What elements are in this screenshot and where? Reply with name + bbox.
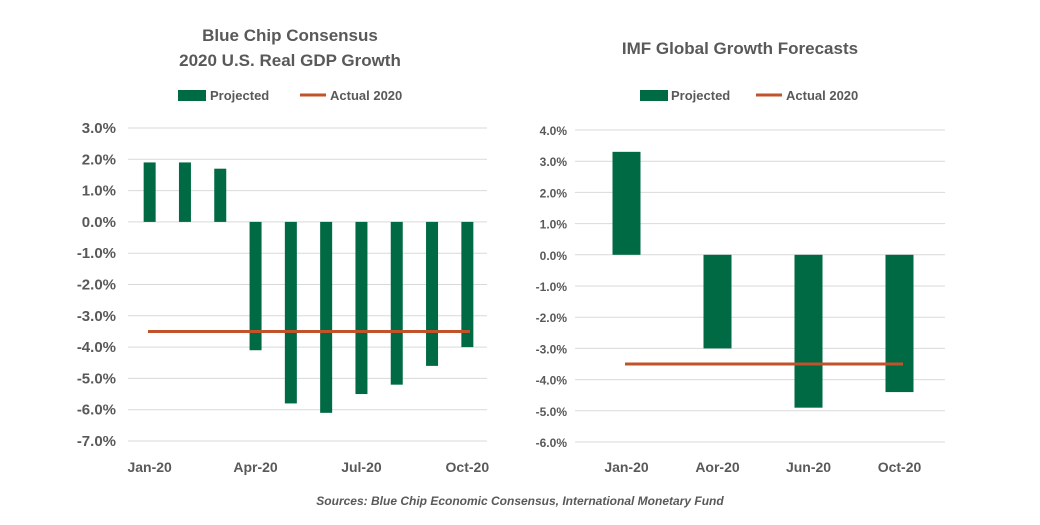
bar-projected (143, 162, 156, 222)
x-tick-label: Jul-20 (341, 459, 382, 475)
x-tick-label: Oct-20 (878, 459, 922, 475)
bar-projected (390, 221, 403, 385)
chart-left-bars (143, 162, 474, 413)
y-tick-label: 4.0% (540, 124, 568, 138)
bar-projected (703, 254, 732, 349)
source-note: Sources: Blue Chip Economic Consensus, I… (316, 494, 724, 508)
bar-projected (612, 151, 641, 255)
chart-right: IMF Global Growth Forecasts Projected Ac… (536, 39, 945, 475)
y-tick-label: -5.0% (77, 370, 116, 387)
y-tick-label: -4.0% (536, 374, 568, 388)
bar-projected (885, 254, 914, 393)
chart-right-title: IMF Global Growth Forecasts (622, 39, 858, 58)
y-tick-label: 1.0% (82, 183, 116, 200)
x-tick-label: Oct-20 (446, 459, 490, 475)
chart-right-legend: Projected Actual 2020 (640, 88, 858, 103)
bar-projected (461, 221, 474, 348)
bar-projected (794, 254, 823, 408)
y-tick-label: -5.0% (536, 405, 568, 419)
x-tick-label: Jan-20 (127, 459, 172, 475)
y-tick-label: -2.0% (77, 277, 116, 294)
y-tick-label: -2.0% (536, 311, 568, 325)
chart-left-subtitle: 2020 U.S. Real GDP Growth (179, 51, 401, 70)
chart-right-x-axis: Jan-20 Aor-20 Jun-20 Oct-20 (604, 459, 921, 475)
chart-left-x-axis: Jan-20 Apr-20 Jul-20 Oct-20 (127, 459, 489, 475)
y-tick-label: -1.0% (77, 245, 116, 262)
chart-right-bars (612, 151, 914, 408)
bar-projected (284, 221, 297, 404)
y-tick-label: 3.0% (82, 120, 116, 137)
legend-projected-label: Projected (210, 88, 269, 103)
bar-projected (426, 221, 439, 366)
bar-projected (214, 168, 227, 222)
bar-projected (249, 221, 262, 351)
x-tick-label: Apr-20 (233, 459, 278, 475)
y-tick-label: 2.0% (82, 151, 116, 168)
y-tick-label: -3.0% (536, 342, 568, 356)
x-tick-label: Aor-20 (695, 459, 740, 475)
chart-right-y-axis: 4.0% 3.0% 2.0% 1.0% 0.0% -1.0% -2.0% -3.0% -4.0%… (536, 124, 568, 450)
bar-projected (355, 221, 368, 395)
bar-projected (320, 221, 333, 413)
y-tick-label: 0.0% (540, 249, 568, 263)
legend-actual-label: Actual 2020 (786, 88, 858, 103)
x-tick-label: Jun-20 (786, 459, 831, 475)
y-tick-label: -4.0% (77, 339, 116, 356)
legend-projected-swatch (178, 90, 206, 101)
y-tick-label: -7.0% (77, 433, 116, 450)
chart-left-legend: Projected Actual 2020 (178, 88, 402, 103)
y-tick-label: -3.0% (77, 308, 116, 325)
chart-left: Blue Chip Consensus 2020 U.S. Real GDP G… (77, 26, 490, 475)
y-tick-label: -6.0% (77, 402, 116, 419)
chart-left-y-axis: 3.0% 2.0% 1.0% 0.0% -1.0% -2.0% -3.0% -4.0% -5.0… (77, 120, 116, 450)
charts-canvas: Blue Chip Consensus 2020 U.S. Real GDP G… (77, 26, 945, 475)
chart-left-title: Blue Chip Consensus (202, 26, 378, 45)
legend-actual-label: Actual 2020 (330, 88, 402, 103)
y-tick-label: -1.0% (536, 280, 568, 294)
x-tick-label: Jan-20 (604, 459, 649, 475)
legend-projected-label: Projected (671, 88, 730, 103)
y-tick-label: 0.0% (82, 214, 116, 231)
y-tick-label: 1.0% (540, 218, 568, 232)
chart-left-gridlines (128, 127, 487, 442)
y-tick-label: 2.0% (540, 186, 568, 200)
y-tick-label: -6.0% (536, 436, 568, 450)
y-tick-label: 3.0% (540, 155, 568, 169)
legend-projected-swatch (640, 90, 668, 101)
bar-projected (178, 162, 191, 222)
